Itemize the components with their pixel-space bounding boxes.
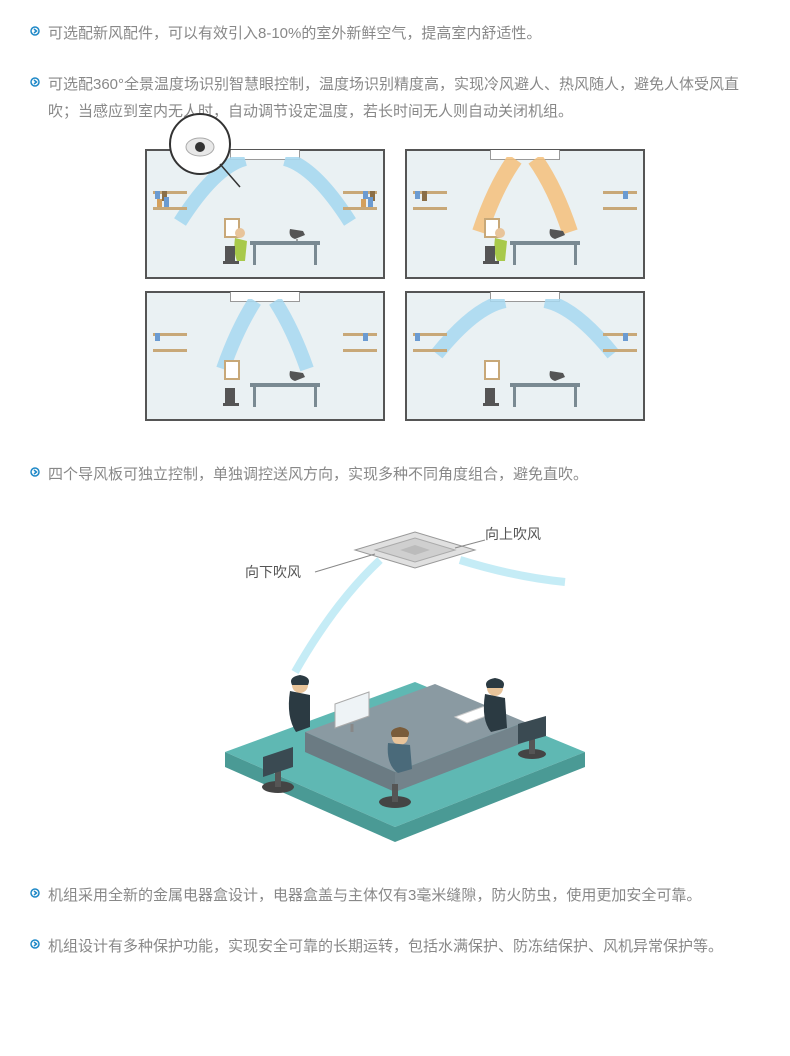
room-panel xyxy=(405,149,645,279)
bullet-text: 可选配360°全景温度场识别智慧眼控制，温度场识别精度高，实现冷风避人、热风随人… xyxy=(48,71,760,125)
bullet-text: 机组采用全新的金属电器盒设计，电器盒盖与主体仅有3毫米缝隙，防火防虫，使用更加安… xyxy=(48,882,760,909)
bullet-text: 四个导风板可独立控制，单独调控送风方向，实现多种不同角度组合，避免直吹。 xyxy=(48,461,760,488)
shelf-icon xyxy=(343,191,377,223)
shelf-icon xyxy=(153,333,187,365)
bullet-item: 可选配360°全景温度场识别智慧眼控制，温度场识别精度高，实现冷风避人、热风随人… xyxy=(30,71,760,125)
desk-scene-icon xyxy=(455,353,595,413)
shelf-icon xyxy=(603,333,637,365)
desk-scene-icon xyxy=(455,211,595,271)
bullet-item: 可选配新风配件，可以有效引入8-10%的室外新鲜空气，提高室内舒适性。 xyxy=(30,20,760,47)
bullet-arrow-icon xyxy=(30,461,44,483)
label-blow-down: 向下吹风 xyxy=(245,562,301,582)
bullet-text: 可选配新风配件，可以有效引入8-10%的室外新鲜空气，提高室内舒适性。 xyxy=(48,20,760,47)
room-panel xyxy=(145,291,385,421)
desk-scene-icon xyxy=(195,353,335,413)
shelf-icon xyxy=(153,191,187,223)
bullet-item: 机组设计有多种保护功能，实现安全可靠的长期运转，包括水满保护、防冻结保护、风机异… xyxy=(30,933,760,960)
desk-scene-icon xyxy=(195,211,335,271)
bullet-item: 四个导风板可独立控制，单独调控送风方向，实现多种不同角度组合，避免直吹。 xyxy=(30,461,760,488)
office-scene-icon: 向下吹风 向上吹风 xyxy=(185,522,605,842)
shelf-icon xyxy=(343,333,377,365)
bullet-arrow-icon xyxy=(30,933,44,955)
bullet-arrow-icon xyxy=(30,71,44,93)
bullet-item: 机组采用全新的金属电器盒设计，电器盒盖与主体仅有3毫米缝隙，防火防虫，使用更加安… xyxy=(30,882,760,909)
label-blow-up: 向上吹风 xyxy=(485,524,541,544)
bullet-text: 机组设计有多种保护功能，实现安全可靠的长期运转，包括水满保护、防冻结保护、风机异… xyxy=(48,933,760,960)
bullet-arrow-icon xyxy=(30,20,44,42)
room-panel xyxy=(405,291,645,421)
figure-office: 向下吹风 向上吹风 xyxy=(30,512,760,842)
figure-rooms xyxy=(30,149,760,421)
sensor-callout-icon xyxy=(165,109,245,194)
shelf-icon xyxy=(413,333,447,365)
bullet-arrow-icon xyxy=(30,882,44,904)
shelf-icon xyxy=(413,191,447,223)
shelf-icon xyxy=(603,191,637,223)
room-grid xyxy=(145,149,645,421)
